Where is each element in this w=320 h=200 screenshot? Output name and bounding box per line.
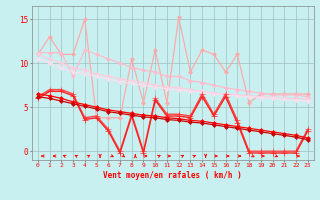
X-axis label: Vent moyen/en rafales ( km/h ): Vent moyen/en rafales ( km/h ) (103, 171, 242, 180)
